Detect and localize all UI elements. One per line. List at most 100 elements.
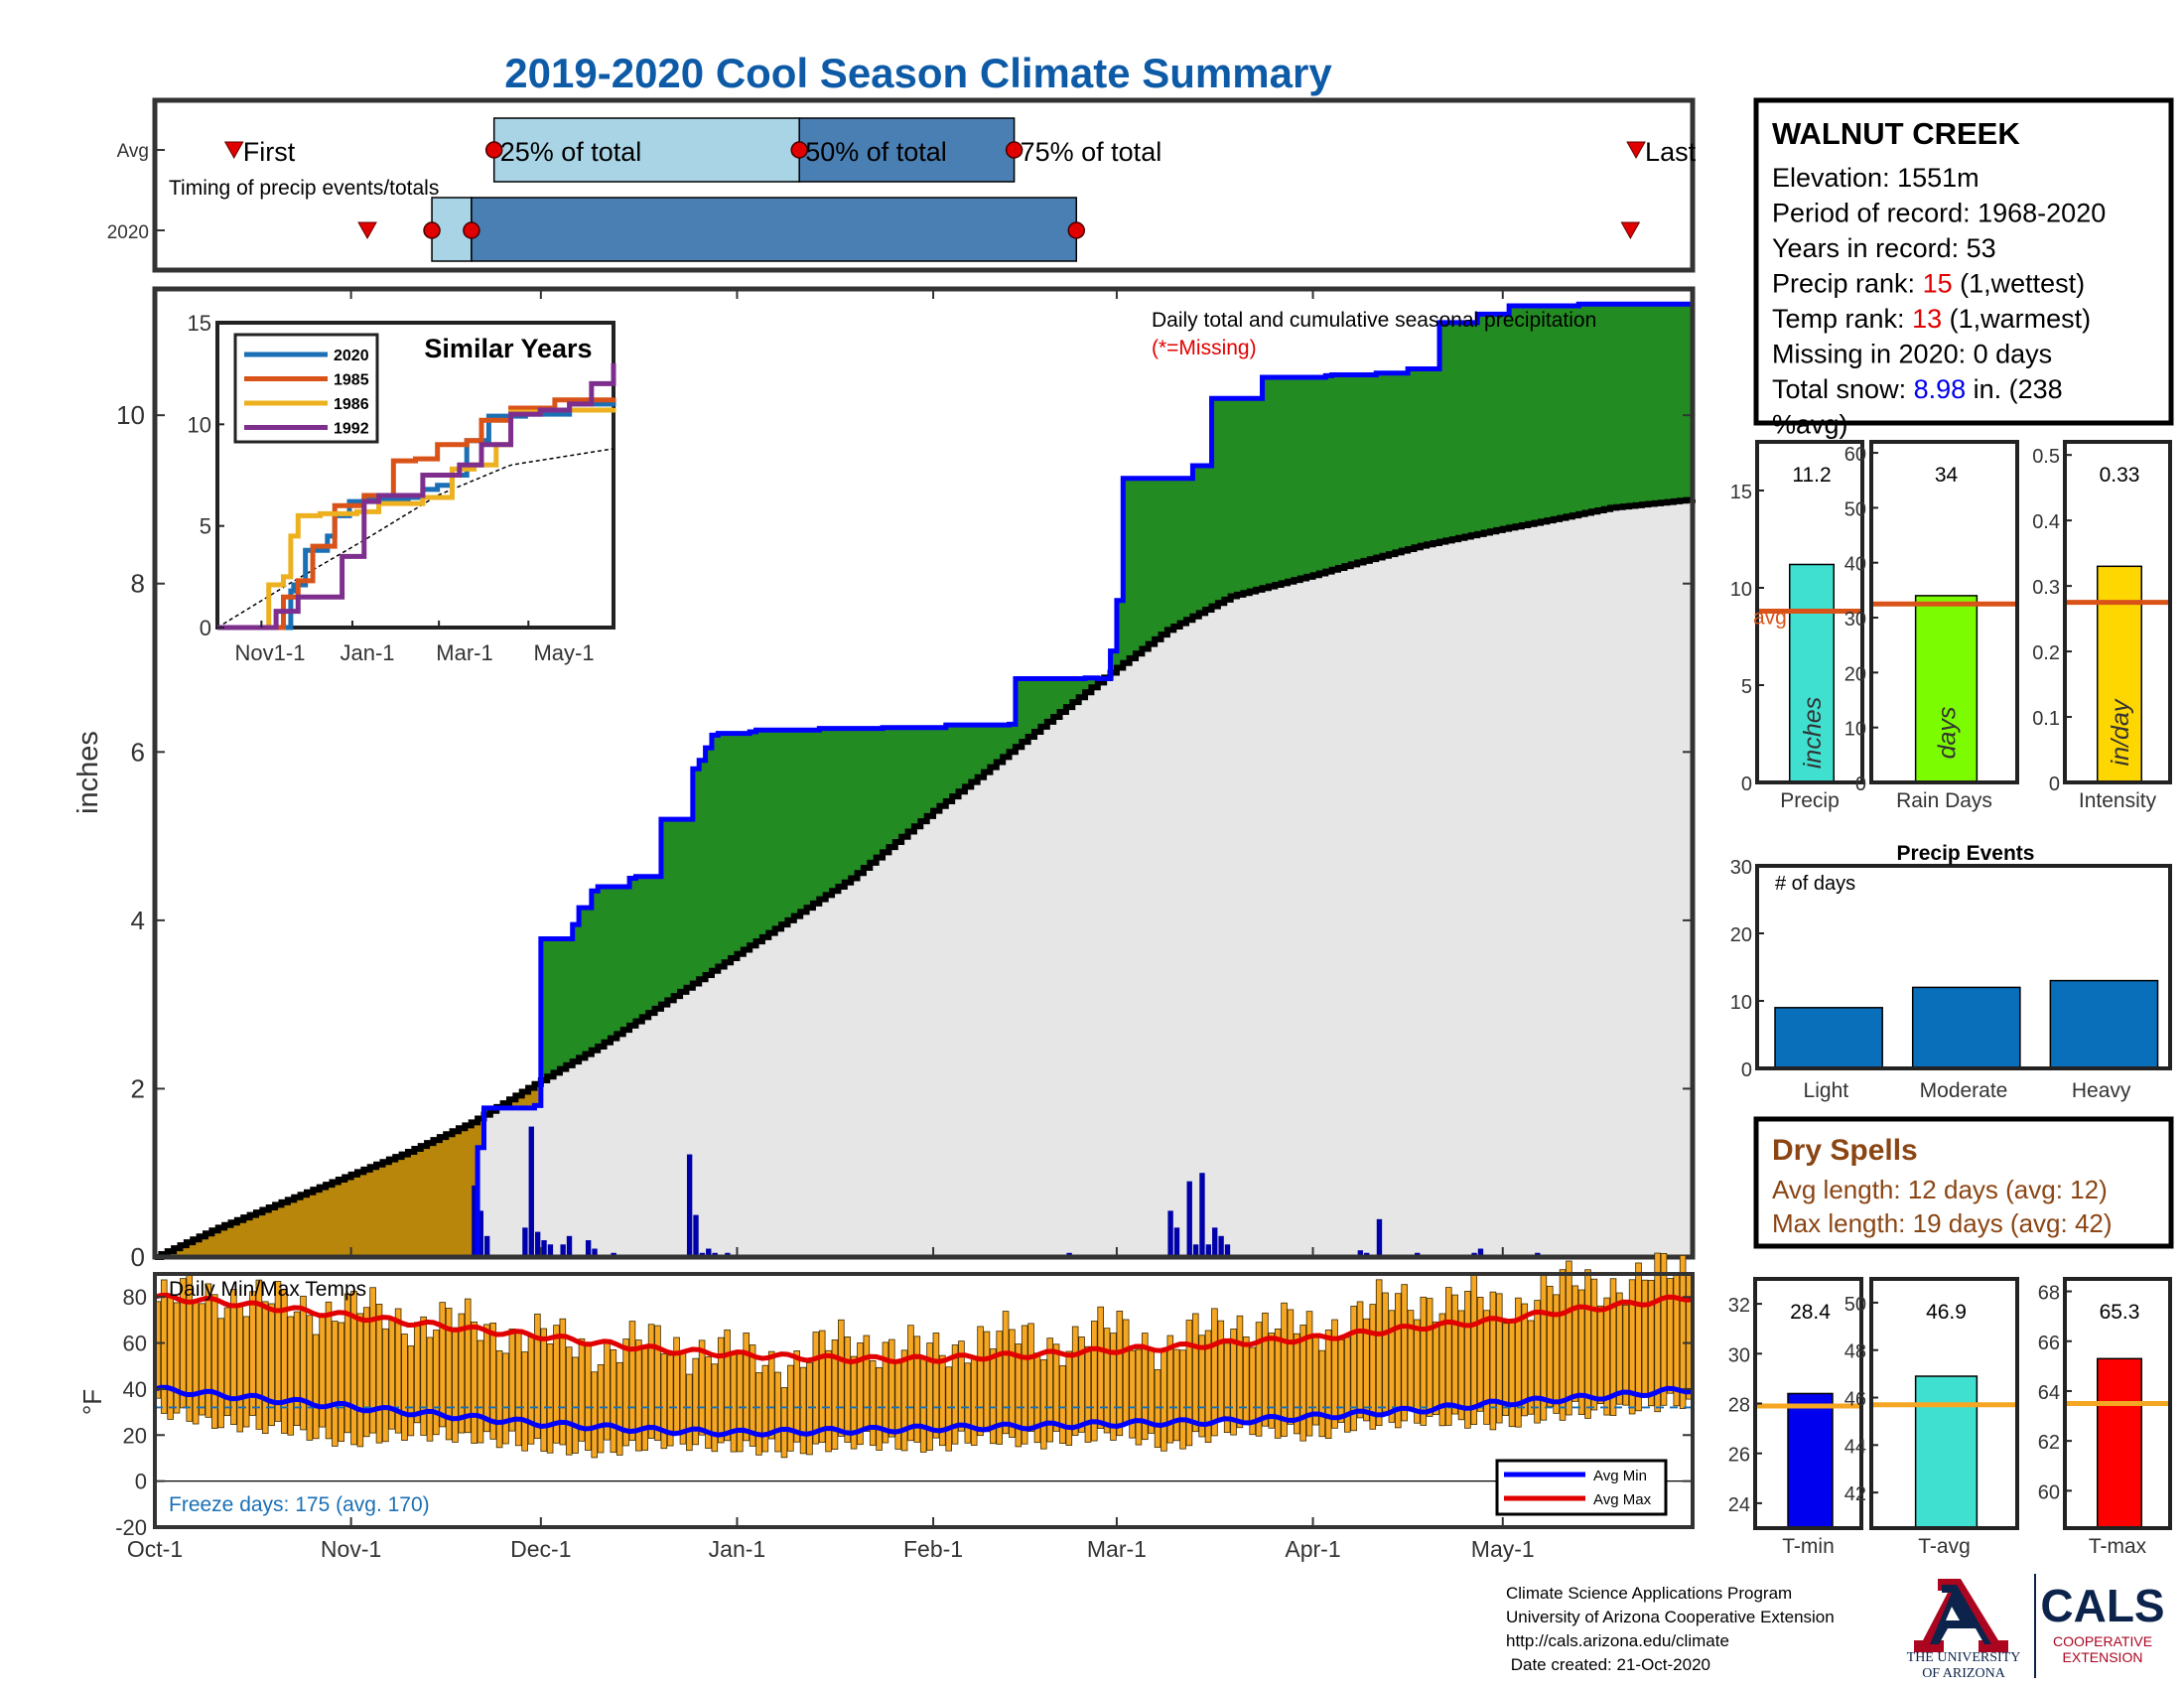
cals-logo-sub1: COOPERATIVE bbox=[2053, 1633, 2152, 1649]
daily-temp-bar bbox=[167, 1294, 174, 1420]
daily-temp-bar bbox=[1457, 1310, 1465, 1421]
footer-line-1: Climate Science Applications Program bbox=[1506, 1584, 1792, 1603]
daily-temp-bar bbox=[1065, 1350, 1073, 1446]
event-category-label: Light bbox=[1804, 1079, 1849, 1102]
daily-temp-bar bbox=[343, 1293, 351, 1434]
daily-temp-bar bbox=[850, 1355, 858, 1450]
daily-temp-bar bbox=[597, 1364, 605, 1454]
daily-precip-bar bbox=[592, 1248, 598, 1257]
daily-temp-bar bbox=[1596, 1305, 1604, 1405]
daily-temp-bar bbox=[1451, 1294, 1458, 1415]
panel-ytick-label: 62 bbox=[2038, 1432, 2060, 1454]
panel-value-label: 28.4 bbox=[1790, 1301, 1831, 1324]
daily-temp-bar bbox=[647, 1324, 655, 1439]
daily-temp-bar bbox=[755, 1371, 762, 1456]
panel-ytick-label: 5 bbox=[1741, 676, 1752, 698]
panel-unit-label: in/day bbox=[2107, 698, 2134, 766]
footer-credits: Climate Science Applications Program Uni… bbox=[1506, 1584, 1835, 1674]
daily-temp-bar bbox=[812, 1332, 820, 1445]
daily-temp-bar bbox=[1318, 1349, 1326, 1438]
station-detail-part: 13 bbox=[1912, 304, 1942, 334]
panel-unit-label: days bbox=[1934, 707, 1962, 760]
daily-temp-bar bbox=[1281, 1302, 1288, 1437]
station-detail-part: 15 bbox=[1923, 269, 1953, 299]
daily-temp-bar bbox=[160, 1279, 168, 1414]
daily-temp-bar bbox=[1641, 1279, 1649, 1398]
panel-ytick-label: 48 bbox=[1844, 1341, 1866, 1363]
daily-temp-bar bbox=[1546, 1285, 1554, 1407]
triangle-marker bbox=[223, 141, 244, 160]
label-first: First bbox=[243, 137, 296, 167]
daily-precip-bar bbox=[1173, 1227, 1180, 1257]
x-tick-label: Mar-1 bbox=[1087, 1536, 1147, 1562]
daily-temp-bar bbox=[964, 1362, 972, 1444]
daily-temp-bar bbox=[913, 1336, 921, 1443]
similar-years-inset: 0 5 10 15 Nov1-1 Jan-1 Mar-1 May-1 Similar Years… bbox=[188, 311, 616, 665]
daily-temp-bar bbox=[1305, 1311, 1313, 1437]
panel-ytick-label: 0.1 bbox=[2032, 708, 2060, 730]
daily-temp-bar bbox=[1603, 1297, 1610, 1416]
daily-temp-bar bbox=[1059, 1365, 1066, 1444]
daily-temp-bar bbox=[1084, 1345, 1092, 1443]
daily-temp-bar bbox=[426, 1336, 434, 1442]
daily-temp-bar bbox=[1103, 1328, 1111, 1434]
station-detail-line: Missing in 2020: 0 days bbox=[1772, 340, 2052, 369]
daily-temp-bar bbox=[1388, 1310, 1396, 1423]
panel-ytick-label: 26 bbox=[1728, 1445, 1750, 1467]
daily-temp-bar bbox=[1324, 1329, 1332, 1439]
daily-temp-bar bbox=[1046, 1337, 1053, 1443]
daily-temp-bar bbox=[945, 1366, 952, 1452]
daily-temp-bar bbox=[1255, 1322, 1263, 1437]
panel-ytick-label: 10 bbox=[1844, 719, 1866, 741]
daily-temp-bar bbox=[1375, 1279, 1383, 1427]
daily-temp-bar bbox=[375, 1304, 383, 1444]
daily-temp-bar bbox=[882, 1341, 889, 1444]
daily-precip-bar bbox=[1212, 1227, 1218, 1257]
inset-xtick-label: Mar-1 bbox=[436, 640, 492, 665]
daily-temp-bar bbox=[1559, 1269, 1567, 1421]
x-tick-label: Jan-1 bbox=[709, 1536, 766, 1562]
daily-precip-bar bbox=[693, 1214, 699, 1257]
x-tick-label: Oct-1 bbox=[127, 1536, 183, 1562]
daily-temp-bar bbox=[1654, 1252, 1661, 1413]
daily-temp-bar bbox=[1091, 1321, 1098, 1442]
daily-temp-bar bbox=[1249, 1346, 1256, 1436]
daily-temp-bar bbox=[1489, 1291, 1497, 1431]
daily-temp-bar bbox=[894, 1359, 901, 1450]
panel-title: Intensity bbox=[2079, 789, 2157, 812]
daily-temp-bar bbox=[261, 1301, 269, 1435]
daily-temp-bar bbox=[306, 1315, 314, 1441]
station-detail-line: Years in record: 53 bbox=[1772, 233, 1996, 263]
circle-marker bbox=[484, 141, 503, 159]
temp-line-avg-min bbox=[154, 1384, 1694, 1438]
daily-temp-bar bbox=[951, 1344, 959, 1445]
daily-temp-bar bbox=[388, 1317, 396, 1430]
panel-ytick-label: 68 bbox=[2038, 1283, 2060, 1305]
daily-temp-bar bbox=[615, 1361, 623, 1456]
events-ytick-label: 0 bbox=[1741, 1059, 1752, 1081]
panel-ytick-label: 0.4 bbox=[2032, 511, 2060, 533]
station-detail-part: Period of record: 1968-2020 bbox=[1772, 199, 2106, 228]
panel-ytick-label: 42 bbox=[1844, 1483, 1866, 1505]
daily-temp-bar bbox=[508, 1329, 516, 1432]
panel-ytick-label: 50 bbox=[1844, 498, 1866, 520]
x-tick-label: Nov-1 bbox=[321, 1536, 381, 1562]
daily-temp-bar bbox=[553, 1325, 560, 1444]
daily-temp-bar bbox=[628, 1321, 636, 1441]
daily-temp-bar bbox=[1236, 1315, 1244, 1429]
panel-title: T-max bbox=[2089, 1535, 2147, 1558]
daily-temp-bar bbox=[1609, 1278, 1617, 1416]
daily-temp-bar bbox=[1679, 1255, 1687, 1409]
daily-temp-bar bbox=[970, 1355, 978, 1446]
temp-frame bbox=[153, 1272, 1695, 1529]
daily-temp-bar bbox=[1534, 1300, 1541, 1424]
cals-logo-sub2: EXTENSION bbox=[2063, 1649, 2143, 1665]
station-detail-line: Total snow: 8.98 in. (238 bbox=[1772, 374, 2063, 404]
inset-ytick-label: 5 bbox=[200, 514, 211, 539]
temp-legend-label: Avg Max bbox=[1593, 1491, 1652, 1508]
daily-temp-bar bbox=[173, 1302, 181, 1414]
daily-temp-bar bbox=[546, 1342, 554, 1454]
daily-temp-bar bbox=[1172, 1348, 1180, 1442]
daily-temp-bar bbox=[192, 1301, 200, 1425]
main-ylabel: inches bbox=[72, 731, 104, 814]
